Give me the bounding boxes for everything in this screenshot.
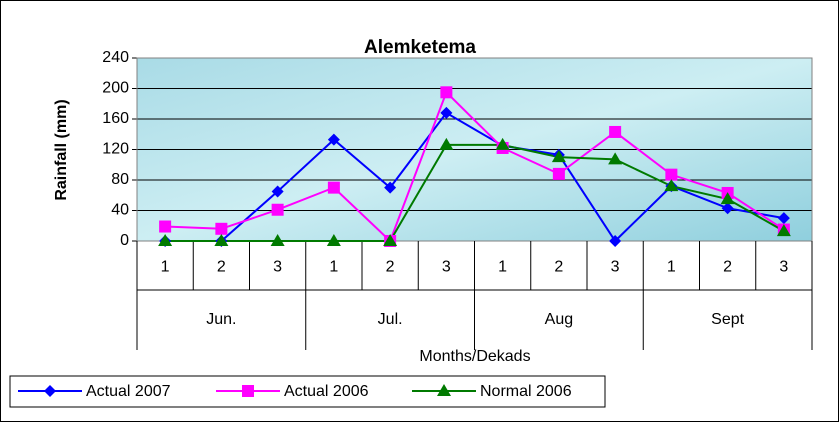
legend-label: Normal 2006 [480,383,572,400]
x-tick-label: 3 [779,259,788,276]
y-tick-label: 240 [102,49,129,66]
x-tick-label: 3 [273,259,282,276]
x-tick-label: 2 [723,259,732,276]
x-axis-label: Months/Dekads [419,348,530,365]
y-axis-label: Rainfall (mm) [53,99,70,200]
group-label: Jul. [378,311,403,328]
y-tick-label: 40 [111,202,129,219]
x-tick-label: 3 [611,259,620,276]
y-tick-label: 120 [102,141,129,158]
legend-label: Actual 2006 [284,383,369,400]
y-tick-label: 80 [111,171,129,188]
x-tick-label: 1 [329,259,338,276]
x-tick-label: 2 [386,259,395,276]
marker [159,221,171,233]
marker [328,182,340,194]
x-tick-label: 1 [498,259,507,276]
x-tick-label: 1 [667,259,676,276]
group-label: Jun. [206,311,236,328]
x-tick-label: 2 [217,259,226,276]
y-tick-label: 0 [120,232,129,249]
x-tick-label: 2 [554,259,563,276]
x-tick-label: 3 [442,259,451,276]
marker [665,169,677,181]
marker [215,223,227,235]
y-tick-label: 200 [102,80,129,97]
chart: Alemketema Rainfall (mm) Months/Dekads 0… [0,0,840,423]
marker [272,204,284,216]
legend-marker [242,385,254,397]
marker [440,86,452,98]
marker [609,126,621,138]
group-label: Sept [711,311,744,328]
y-tick-label: 160 [102,110,129,127]
marker [553,168,565,180]
chart-title: Alemketema [364,37,476,58]
group-label: Aug [545,311,573,328]
legend-label: Actual 2007 [86,383,171,400]
x-tick-label: 1 [161,259,170,276]
